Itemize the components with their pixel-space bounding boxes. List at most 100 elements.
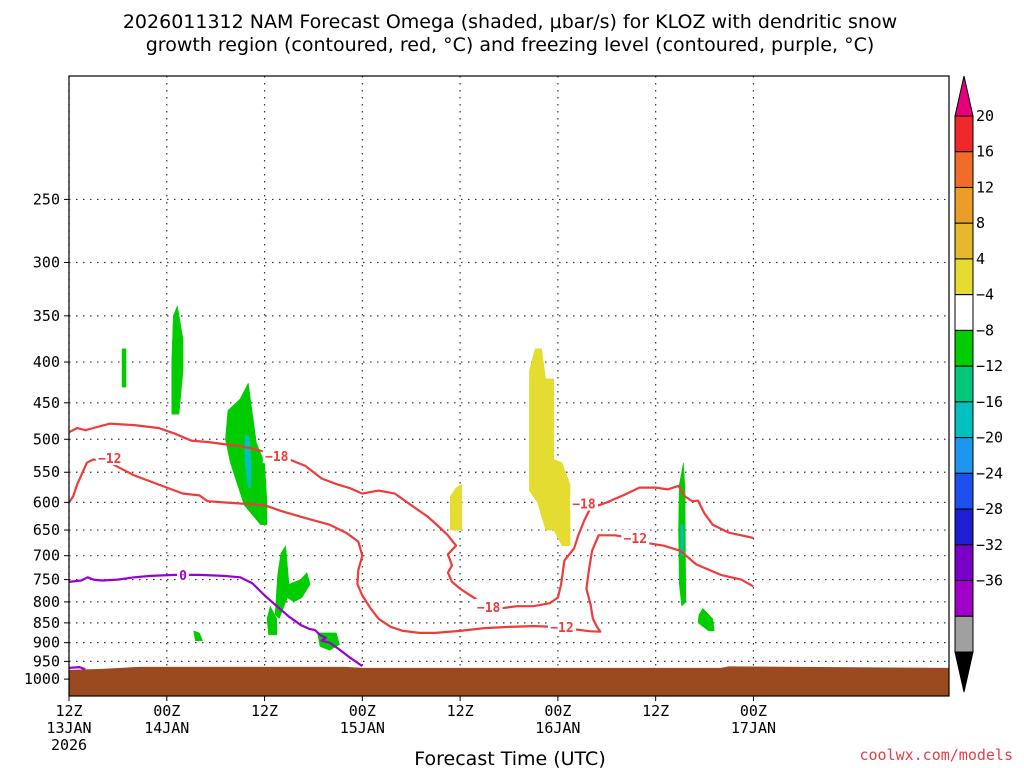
y-tick-label-550: 550 [33,463,60,481]
colorbar-label-9: −20 [976,429,1003,447]
x-tick-label-4-0: 12Z [447,702,474,720]
y-tick-label-800: 800 [33,593,60,611]
colorbar-segment-1 [954,151,974,188]
y-tick-label-400: 400 [33,353,60,371]
contour-label-bg-3 [569,495,598,511]
y-tick-label-600: 600 [33,493,60,511]
colorbar-segment-4 [954,258,974,296]
y-tick-label-750: 750 [33,571,60,589]
omega-shading [121,304,715,651]
x-tick-label-3-1: 15JAN [340,719,385,737]
colorbar-label-3: 8 [976,214,985,232]
contour-label-6: 0 [179,569,187,584]
x-tick-label-3-0: 00Z [349,702,376,720]
x-tick-label-7-0: 00Z [740,702,767,720]
x-tick-label-0-1: 13JAN [46,719,91,737]
contour-label-5: −12 [624,532,647,547]
colorbar-label-6: −8 [976,321,994,339]
colorbar-label-12: −32 [976,536,1003,554]
omega-region-11 [680,524,684,556]
credit-text: coolwx.com/models [859,746,1013,764]
chart-title-line-2: growth region (contoured, red, °C) and f… [146,34,875,56]
x-tick-label-7-1: 17JAN [731,719,776,737]
colorbar-segment-3 [954,222,974,260]
colorbar-label-5: −4 [976,286,994,304]
x-tick-label-6-0: 12Z [642,702,669,720]
omega-region-6 [193,630,203,641]
contour-label-1: −18 [265,450,289,465]
x-axis-label: Forecast Time (UTC) [414,748,605,768]
colorbar-segment-8 [954,401,974,439]
colorbar-label-2: 12 [976,178,994,196]
contour-labels: −12 −18 −18 −18 −12 −12 0 [95,448,650,636]
contour-label-2: −18 [477,601,501,616]
omega-region-5 [266,605,278,636]
omega-region-9 [529,348,571,546]
plot-border [68,75,950,697]
omega-region-8 [450,484,462,531]
x-tick-label-0-2: 2026 [51,736,87,754]
colorbar-label-8: −16 [976,393,1003,411]
omega-region-0 [121,348,127,388]
contour-label-bg-4 [547,618,576,634]
x-tick-label-1-0: 00Z [153,702,180,720]
y-tick-label-1000: 1000 [24,670,60,688]
y-tick-label-900: 900 [33,634,60,652]
x-tick-label-0-0: 12Z [55,702,82,720]
plot-background [69,76,949,696]
colorbar-segment-5 [954,294,974,331]
colorbar-segment-11 [954,508,974,546]
temperature-contours [68,422,754,671]
terrain-below-ground [69,666,949,696]
colorbar-label-0: 20 [976,107,994,125]
colorbar-segment-10 [954,472,974,510]
colorbar-segment-12 [954,544,974,582]
contour-label-bg-5 [621,529,650,545]
colorbar-label-11: −28 [976,500,1003,518]
isotherm-line-3 [68,665,86,671]
colorbar-bottom-arrow [954,651,974,693]
contour-label-bg-2 [474,599,503,615]
colorbar-segment-2 [954,186,974,224]
omega-region-1 [171,304,184,415]
omega-region-12 [697,607,715,632]
contour-label-3: −18 [572,498,596,513]
colorbar-label-13: −36 [976,572,1003,590]
isotherm-line-2 [68,573,363,668]
y-tick-label-950: 950 [33,652,60,670]
colorbar-segment-7 [954,365,974,403]
y-tick-label-250: 250 [33,190,60,208]
x-tick-label-2-0: 12Z [251,702,278,720]
isotherm-line-0 [68,458,754,635]
y-tick-label-350: 350 [33,307,60,325]
y-tick-label-500: 500 [33,430,60,448]
colorbar-segment-13 [954,580,974,617]
omega-region-4 [274,544,311,620]
colorbar-top-arrow [954,75,974,117]
terrain-fill [69,666,949,696]
colorbar-label-7: −12 [976,357,1003,375]
y-tick-label-700: 700 [33,547,60,565]
colorbar-label-4: 4 [976,250,985,268]
contour-label-bg-0 [95,450,124,466]
chart-title-line-1: 2026011312 NAM Forecast Omega (shaded, μ… [123,11,897,33]
colorbar-label-10: −24 [976,464,1003,482]
omega-colorbar: 20 16 12 8 4 −4 −8 −12 −16 −20 −24 −28 −32 −36 [954,75,1003,693]
colorbar-segment-0 [954,115,974,153]
colorbar-segment-14 [954,615,974,653]
x-tick-label-5-0: 00Z [544,702,571,720]
contour-label-bg-1 [262,448,291,464]
y-tick-label-300: 300 [33,254,60,272]
pressure-axis: 250 300 350 400 450 500 550 600 650 700 750 800 850 9… [24,190,69,688]
x-tick-label-5-1: 16JAN [535,719,580,737]
y-tick-label-650: 650 [33,521,60,539]
contour-label-bg-6 [177,566,190,582]
colorbar-segment-9 [954,437,974,474]
plot-frame [68,75,950,697]
isotherm-line-1 [68,422,754,611]
contour-label-4: −12 [550,621,573,636]
contour-label-0: −12 [98,452,121,467]
colorbar-segment-6 [954,329,974,367]
